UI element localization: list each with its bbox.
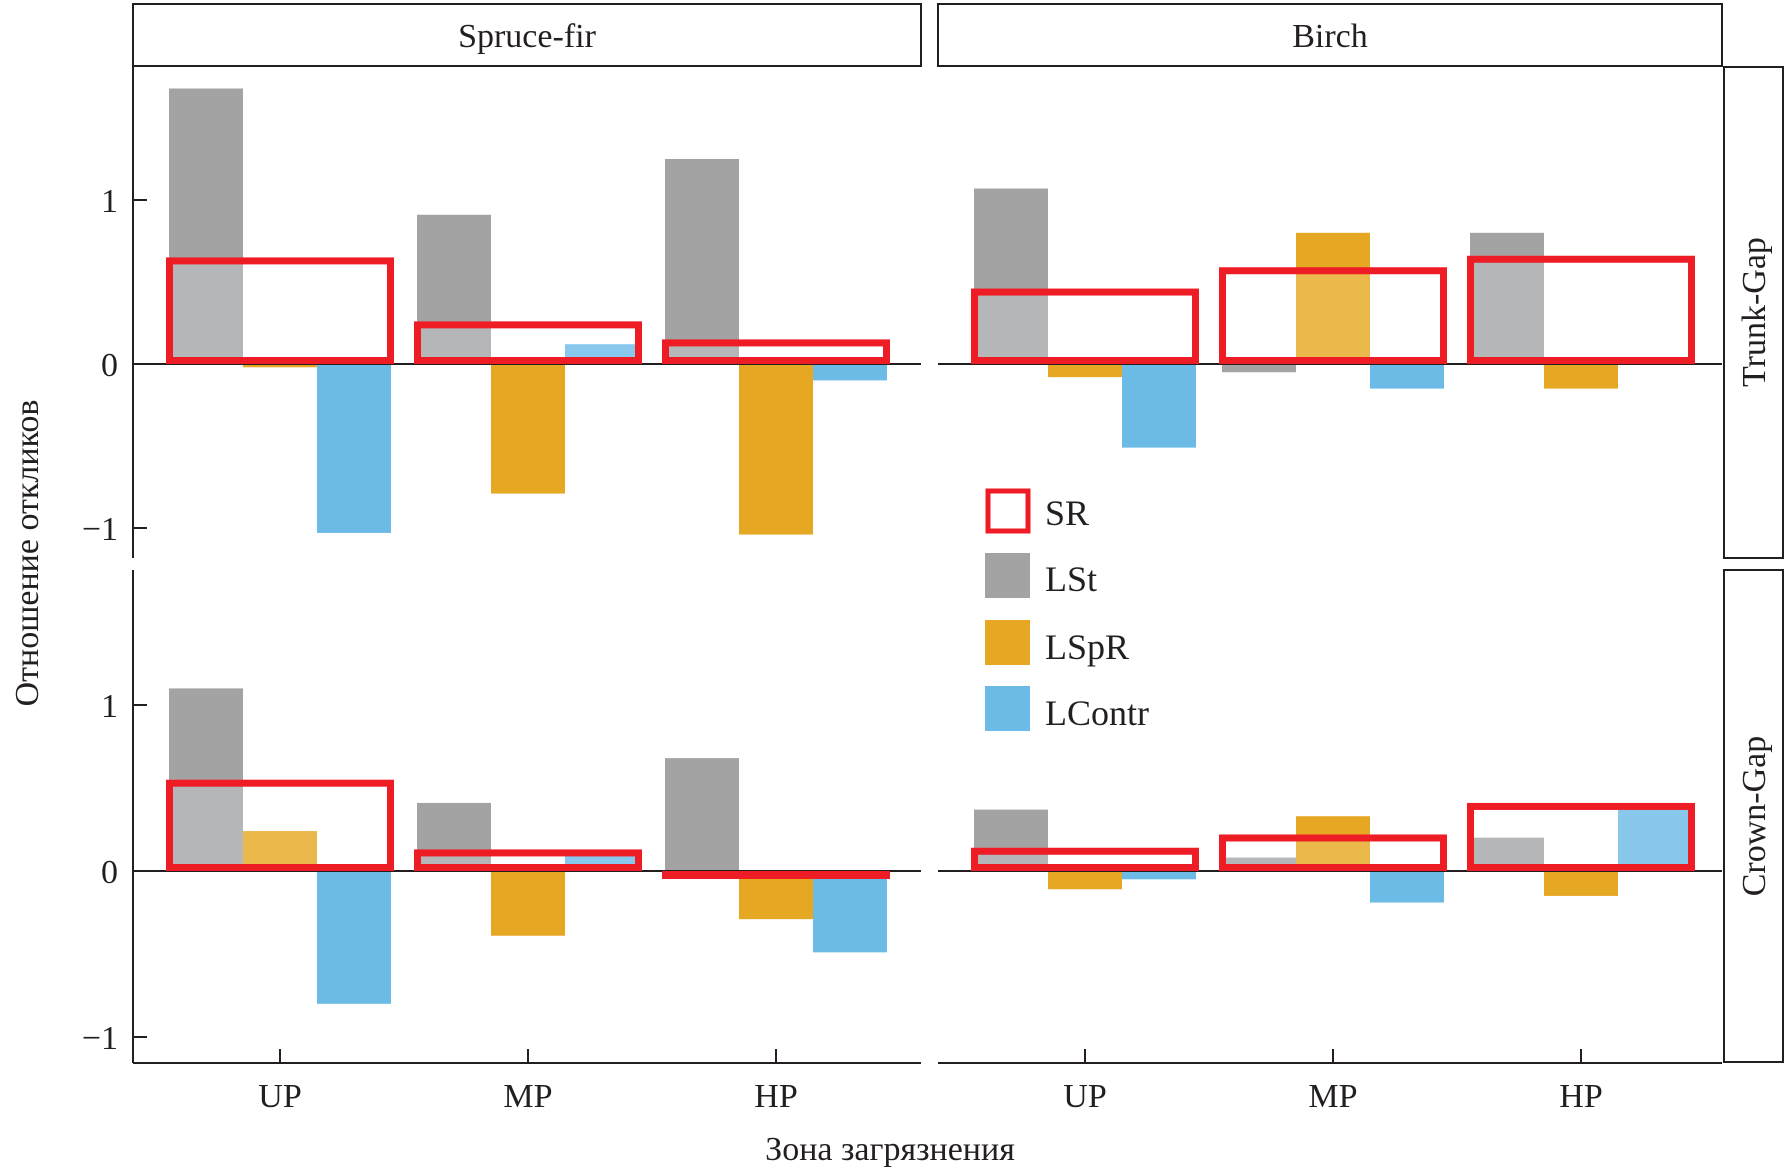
bar-lst-hp: [665, 758, 739, 871]
bar-lspr-mp: [491, 364, 565, 494]
sr-box-hp: [1467, 802, 1695, 872]
legend-key-lcontr: [985, 686, 1030, 731]
bar-lspr-hp: [1544, 364, 1618, 389]
facet-label-crown-gap: Crown-Gap: [1736, 736, 1773, 897]
facet-strip-crown-gap: Crown-Gap: [1723, 569, 1784, 1063]
x-tick-label-mp: MP: [503, 1078, 552, 1115]
bar-lst-hp: [665, 159, 739, 364]
bar-lspr-hp: [739, 364, 813, 535]
sr-box-up: [971, 288, 1199, 364]
bar-overlap-lst-up: [974, 288, 1048, 364]
legend-label-sr: SR: [1045, 493, 1089, 533]
bar-overlap-lst-up: [169, 779, 243, 871]
facet-strip-trunk-gap: Trunk-Gap: [1723, 66, 1784, 559]
bar-lspr-hp: [1544, 871, 1618, 896]
sr-box-mp: [414, 321, 642, 364]
bar-lcontr-up: [1122, 364, 1196, 448]
x-tick-label-up: UP: [1063, 1078, 1106, 1115]
panel-spruce-fir-trunk-gap: [133, 88, 921, 535]
legend-label-lst: LSt: [1045, 559, 1097, 599]
sr-box-hp: [1467, 255, 1695, 365]
y-tick-label: −1: [82, 511, 118, 548]
sr-box-mp: [1219, 834, 1447, 871]
bar-lcontr-mp: [1370, 871, 1444, 903]
sr-box-hp: [662, 339, 890, 364]
panel-birch-trunk-gap: [938, 188, 1722, 448]
panel-birch-crown-gap: [938, 802, 1722, 903]
bar-lspr-hp: [739, 871, 813, 920]
bar-lspr-up: [243, 364, 317, 368]
bar-lcontr-up: [317, 871, 391, 1004]
bar-overlap-lcontr-hp: [1618, 806, 1692, 871]
y-tick-label: 1: [101, 183, 118, 220]
bar-overlap-lst-up: [169, 257, 243, 364]
sr-box-mp: [1219, 267, 1447, 364]
x-tick-label-mp: MP: [1308, 1078, 1357, 1115]
bar-lspr-up: [1048, 364, 1122, 378]
y-tick-label: 0: [101, 854, 118, 891]
x-tick-label-hp: HP: [1559, 1078, 1602, 1115]
facet-strip-spruce-fir: Spruce-fir: [132, 3, 922, 67]
legend: SR LSt LSpR LContr: [985, 488, 1149, 733]
facet-strip-birch: Birch: [937, 3, 1723, 67]
bar-lcontr-up: [317, 364, 391, 533]
bar-lst-mp: [1222, 364, 1296, 373]
legend-key-lspr: [985, 620, 1030, 665]
bar-lspr-up: [1048, 871, 1122, 890]
legend-label-lcontr: LContr: [1045, 693, 1149, 733]
y-axis-title: Отношение откликов: [9, 400, 46, 707]
panel-spruce-fir-crown-gap: [133, 688, 921, 1004]
y-tick-label: 1: [101, 688, 118, 725]
bar-lcontr-hp: [813, 364, 887, 381]
x-axis-title: Зона загрязнения: [765, 1131, 1015, 1168]
sr-box-up: [971, 847, 1199, 872]
bar-lcontr-mp: [1370, 364, 1444, 389]
bar-lcontr-hp: [813, 871, 887, 953]
y-tick-label: 0: [101, 347, 118, 384]
y-axis: 1 0 −1 1 0 −1: [82, 66, 147, 1063]
facet-label-trunk-gap: Trunk-Gap: [1736, 237, 1773, 387]
panels: [133, 88, 1722, 1004]
x-tick-label-up: UP: [258, 1078, 301, 1115]
x-axis: UP MP HP UP MP HP: [133, 1049, 1722, 1115]
sr-box-up: [166, 257, 394, 364]
bar-lspr-mp: [491, 871, 565, 936]
bar-overlap-lspr-mp: [1296, 267, 1370, 364]
legend-label-lspr: LSpR: [1045, 627, 1129, 667]
legend-key-lst: [985, 553, 1030, 598]
facet-label-spruce-fir: Spruce-fir: [458, 18, 597, 55]
x-tick-label-hp: HP: [754, 1078, 797, 1115]
sr-box-up: [166, 779, 394, 872]
bar-overlap-lst-hp: [1470, 255, 1544, 364]
bar-lcontr-up: [1122, 871, 1196, 880]
facet-label-birch: Birch: [1292, 18, 1368, 55]
sr-box-mp: [414, 849, 642, 871]
bar-overlap-lst-mp: [417, 321, 491, 364]
sr-box-hp: [662, 871, 890, 879]
y-tick-label: −1: [82, 1020, 118, 1057]
legend-key-sr: [985, 488, 1031, 534]
